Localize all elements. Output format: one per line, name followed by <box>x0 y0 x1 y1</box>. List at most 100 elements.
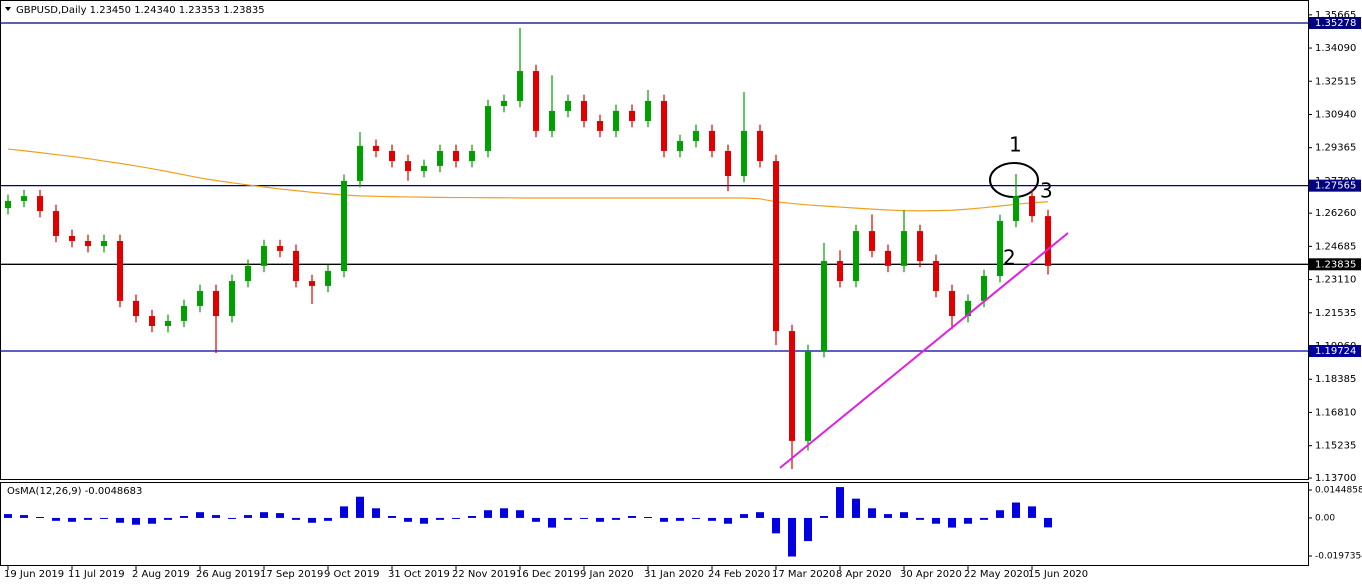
y-tick-label: 1.13700 <box>1315 473 1356 484</box>
candle-body <box>5 200 11 209</box>
osc-bar <box>164 517 172 520</box>
candle-body <box>837 261 843 282</box>
osc-bar <box>724 517 732 524</box>
candle-body <box>645 100 651 122</box>
osc-bar <box>180 516 188 518</box>
candle-body <box>997 220 1003 277</box>
candle-body <box>741 130 747 177</box>
level-label: 1.27565 <box>1315 181 1356 192</box>
candle-body <box>917 231 923 262</box>
osc-bar <box>740 514 748 518</box>
osc-bar <box>676 517 684 521</box>
osc-bar <box>324 517 332 521</box>
candle-body <box>117 241 123 301</box>
osc-bar <box>500 508 508 518</box>
x-tick-label: 22 May 2020 <box>964 569 1029 580</box>
osc-bar <box>84 517 92 520</box>
candle-body <box>21 196 27 201</box>
osc-bar <box>244 515 252 518</box>
osc-bar <box>708 517 716 521</box>
osc-bar <box>356 496 364 518</box>
candle-body <box>677 141 683 151</box>
osc-bar <box>388 516 396 518</box>
y-tick-label: 1.26260 <box>1315 208 1356 219</box>
level-tag <box>1309 16 1361 29</box>
candle-body <box>693 130 699 142</box>
osc-bar <box>372 508 380 518</box>
candle-body <box>613 110 619 131</box>
osc-bar <box>660 517 668 522</box>
annotation: 3 <box>1040 179 1053 203</box>
candle-body <box>133 300 139 317</box>
osc-bar <box>916 517 924 520</box>
x-tick-label: 31 Oct 2019 <box>388 569 450 580</box>
y-tick-label: 1.35665 <box>1315 10 1356 21</box>
candle-body <box>341 180 347 271</box>
level-label: 1.19724 <box>1315 346 1356 357</box>
y-tick-label: 1.15235 <box>1315 441 1356 452</box>
osc-bar <box>532 517 540 522</box>
candle-body <box>789 331 795 441</box>
osc-bar <box>772 517 780 534</box>
osc-bar <box>228 517 236 519</box>
osc-bar <box>868 508 876 518</box>
x-tick-label: 31 Jan 2020 <box>644 569 704 580</box>
osc-bar <box>68 517 76 522</box>
osc-bar <box>36 516 44 518</box>
osc-bar <box>308 517 316 523</box>
candle-body <box>85 241 91 247</box>
osc-bar <box>468 516 476 518</box>
annotation: 1 <box>1009 133 1022 157</box>
candle-body <box>661 100 667 151</box>
osc-bar <box>52 517 60 521</box>
level-tag <box>1309 179 1361 192</box>
osc-bar <box>484 510 492 518</box>
osc-bar <box>196 512 204 518</box>
annotation: 2 <box>1003 246 1016 270</box>
x-tick-label: 24 Feb 2020 <box>708 569 770 580</box>
candle-body <box>501 100 507 107</box>
candle-body <box>517 71 523 101</box>
y-tick-label: 1.30940 <box>1315 109 1356 120</box>
candle-body <box>309 281 315 286</box>
highlight-ellipse <box>989 162 1039 198</box>
x-tick-label: 30 Apr 2020 <box>900 569 962 580</box>
y-tick-label: 1.18385 <box>1315 374 1356 385</box>
candle-body <box>549 110 555 131</box>
x-tick-label: 9 Jan 2020 <box>580 569 634 580</box>
candle-body <box>533 71 539 131</box>
candle-body <box>453 150 459 162</box>
x-tick-label: 22 Nov 2019 <box>452 569 516 580</box>
osc-bar <box>452 517 460 519</box>
candle-body <box>821 261 827 352</box>
level-label: 1.23835 <box>1315 259 1356 270</box>
osc-bar <box>612 517 620 520</box>
osc-bar <box>788 517 796 557</box>
candle-body <box>981 276 987 301</box>
osc-bar <box>436 517 444 520</box>
candle-body <box>261 246 267 266</box>
candle-body <box>101 241 107 247</box>
candle-body <box>965 300 971 317</box>
candle-body <box>933 261 939 291</box>
osc-tick-label: -0.0197354 <box>1315 552 1362 562</box>
candle-body <box>357 145 363 181</box>
osc-bar <box>404 517 412 522</box>
osc-bar <box>932 517 940 524</box>
candle-body <box>69 235 75 242</box>
candle-body <box>325 270 331 286</box>
level-tag <box>1309 344 1361 357</box>
x-tick-label: 26 Aug 2019 <box>196 569 260 580</box>
osc-bar <box>692 517 700 519</box>
candle-body <box>1013 196 1019 221</box>
y-tick-label: 1.23110 <box>1315 275 1356 286</box>
osc-bar <box>1028 506 1036 518</box>
trendline <box>779 232 1069 469</box>
osc-bar <box>564 517 572 520</box>
menu-arrow[interactable] <box>5 7 11 11</box>
candle-body <box>597 121 603 131</box>
candle-body <box>757 130 763 162</box>
candle-body <box>213 290 219 317</box>
